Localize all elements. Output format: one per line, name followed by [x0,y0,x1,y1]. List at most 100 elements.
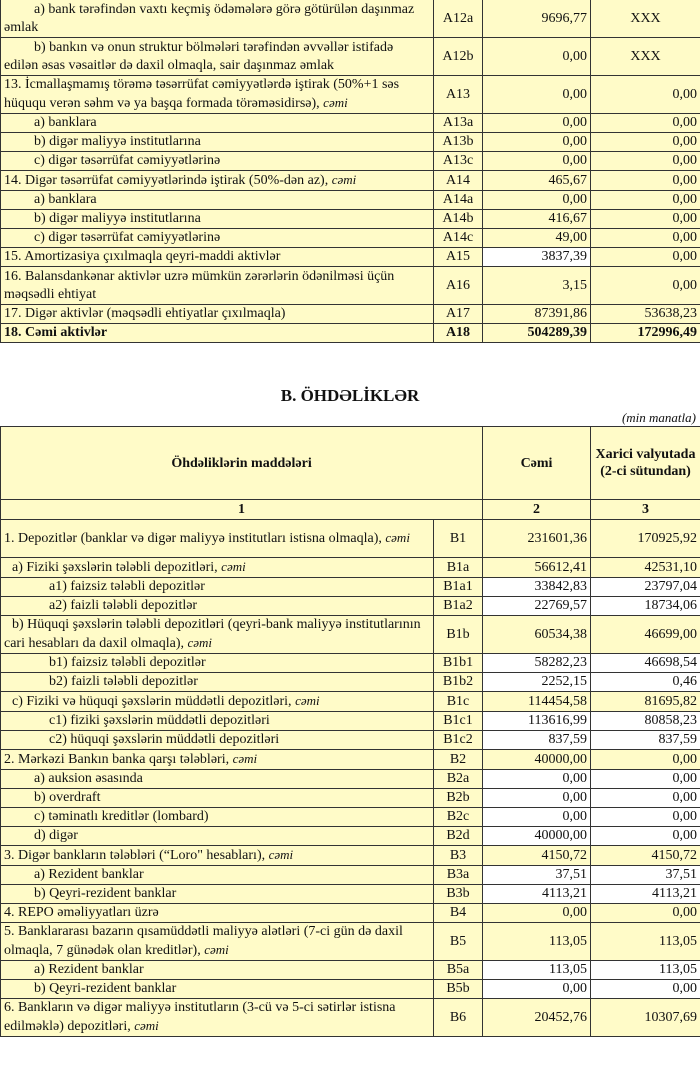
label-text: c) digər təsərrüfat cəmiyyətlərinə [34,153,221,168]
total-value: 114454,58 [482,691,592,712]
row-code: A12a [433,0,483,38]
label-suffix: cəmi [295,693,320,708]
total-value: 40000,00 [482,826,592,846]
total-value: 416,67 [482,209,591,229]
row-code: B5a [432,960,484,980]
table-row: b2) faizli tələbli depozitlər B1b2 2252,15… [0,672,700,692]
table-row: a) bank tərəfindən vaxtı keçmiş ödəmələr… [0,0,700,38]
label-suffix: cəmi [268,847,294,862]
row-label: 16. Balansdankənar aktivlər uzrə mümkün … [0,266,434,305]
label-text: d) digər [34,828,78,843]
table-row: a) Rezident banklar B5a 113,05 113,05 [0,960,700,980]
fx-value: 0,46 [590,672,700,692]
total-value: 113616,99 [482,711,592,731]
total-value: 87391,86 [482,304,591,324]
table-row: b) Qeyri-rezident banklar B3b 4113,21 4113,… [0,884,700,904]
label-text: 13. İcmallaşmamış törəmə təsərrüfat cəmi… [4,77,400,111]
row-label: b) digər maliyyə institutlarına [0,132,434,152]
fx-value: 0,00 [590,190,700,210]
row-label: 18. Cəmi aktivlər [0,323,434,343]
row-label: 3. Digər bankların tələbləri (“Loro" hes… [0,845,434,866]
label-text: b) Qeyri-rezident banklar [34,886,177,901]
table-row: 6. Bankların və digər maliyyə institutla… [0,998,700,1037]
row-label: b) Qeyri-rezident banklar [0,979,434,999]
total-value: 0,00 [482,979,592,999]
row-code: B1b2 [432,672,484,692]
row-code: B1b [432,615,484,654]
row-code: B2d [432,826,484,846]
total-value: 4150,72 [482,845,592,866]
row-code: B2c [432,807,484,827]
table-row: 18. Cəmi aktivlər A18 504289,39 172996,49 [0,323,700,343]
fx-value: 53638,23 [590,304,700,324]
fx-value: 0,00 [590,266,700,305]
row-label: c) digər təsərrüfat cəmiyyətlərinə [0,228,434,248]
row-code: B2a [432,769,484,789]
total-value: 113,05 [482,922,592,961]
label-text: 2. Mərkəzi Bankın banka qarşı tələbləri, [4,752,233,767]
row-label: d) digər [0,826,434,846]
total-value: 56612,41 [482,557,592,578]
label-text: c) digər təsərrüfat cəmiyyətlərinə [34,230,221,245]
table-row: 4. REPO əməliyyatları üzrə B4 0,00 0,00 [0,903,700,923]
fx-value: 10307,69 [590,998,700,1037]
label-text: c2) hüquqi şəxslərin müddətli depozitlər… [49,732,280,747]
label-text: b) overdraft [34,790,101,805]
total-value: 0,00 [482,788,592,808]
row-label: 4. REPO əməliyyatları üzrə [0,903,434,923]
table-row: c1) fiziki şəxslərin müddətli depozitlər… [0,711,700,731]
total-value: 0,00 [482,807,592,827]
row-label: b) Hüquqi şəxslərin tələbli depozitləri … [0,615,434,654]
label-text: b2) faizli tələbli depozitlər [49,674,198,689]
label-text: a) bank tərəfindən vaxtı keçmiş ödəmələr… [4,1,415,35]
table-row: b) Hüquqi şəxslərin tələbli depozitləri … [0,615,700,654]
total-value: 113,05 [482,960,592,980]
fx-value: 0,00 [590,807,700,827]
table-row: b) digər maliyyə institutlarına A14b 416,6… [0,209,700,229]
table-row: c) digər təsərrüfat cəmiyyətlərinə A13c 0,… [0,151,700,171]
row-label: 17. Digər aktivlər (məqsədli ehtiyatlar … [0,304,434,324]
total-value: 0,00 [482,190,591,210]
label-text: 18. Cəmi aktivlər [4,325,108,340]
fx-value: 0,00 [590,826,700,846]
row-label: a2) faizli tələbli depozitlər [0,596,434,616]
label-text: b) Qeyri-rezident banklar [34,981,177,996]
total-value: 37,51 [482,865,592,885]
table-row: a) Rezident banklar B3a 37,51 37,51 [0,865,700,885]
fx-value: 0,00 [590,769,700,789]
table-row: b) digər maliyyə institutlarına A13b 0,00 0… [0,132,700,152]
label-text: b1) faizsiz tələbli depozitlər [49,655,206,670]
label-text: b) bankın və onun struktur bölmələri tər… [4,39,394,73]
row-label: 13. İcmallaşmamış törəmə təsərrüfat cəmi… [0,75,434,114]
col-number-1: 1 [0,499,484,520]
label-suffix: cəmi [323,95,348,110]
label-text: c) Fiziki və hüquqi şəxslərin müddətli d… [12,694,296,709]
label-suffix: cəmi [385,530,410,545]
label-suffix: cəmi [221,559,246,574]
row-code: B2b [432,788,484,808]
row-code: B1c1 [432,711,484,731]
label-text: a) banklara [34,192,97,207]
unit-note: (min manatla) [621,410,696,425]
row-code: A13a [433,113,483,133]
table-row: b1) faizsiz tələbli depozitlər B1b1 58282,… [0,653,700,673]
label-text: 3. Digər bankların tələbləri (“Loro" hes… [4,848,269,863]
table-row: 14. Digər təsərrüfat cəmiyyətlərində işt… [0,170,700,191]
label-text: b) Hüquqi şəxslərin tələbli depozitləri … [4,617,421,651]
total-value: 231601,36 [482,519,592,558]
total-value: 9696,77 [482,0,591,38]
row-label: 1. Depozitlər (banklar və digər maliyyə … [0,519,434,558]
row-label: c1) fiziki şəxslərin müddətli depozitlər… [0,711,434,731]
table-row: 15. Amortizasiya çıxılmaqla qeyri-maddi … [0,247,700,267]
total-value: 2252,15 [482,672,592,692]
label-suffix: cəmi [204,942,229,957]
table-row: a1) faizsiz tələbli depozitlər B1a1 33842,… [0,577,700,597]
fx-value: 172996,49 [590,323,700,343]
row-code: A17 [433,304,483,324]
total-value: 0,00 [482,903,592,923]
row-code: A14b [433,209,483,229]
row-label: a) bank tərəfindən vaxtı keçmiş ödəmələr… [0,0,434,38]
total-value: 20452,76 [482,998,592,1037]
row-code: B2 [432,749,484,770]
row-label: a1) faizsiz tələbli depozitlər [0,577,434,597]
